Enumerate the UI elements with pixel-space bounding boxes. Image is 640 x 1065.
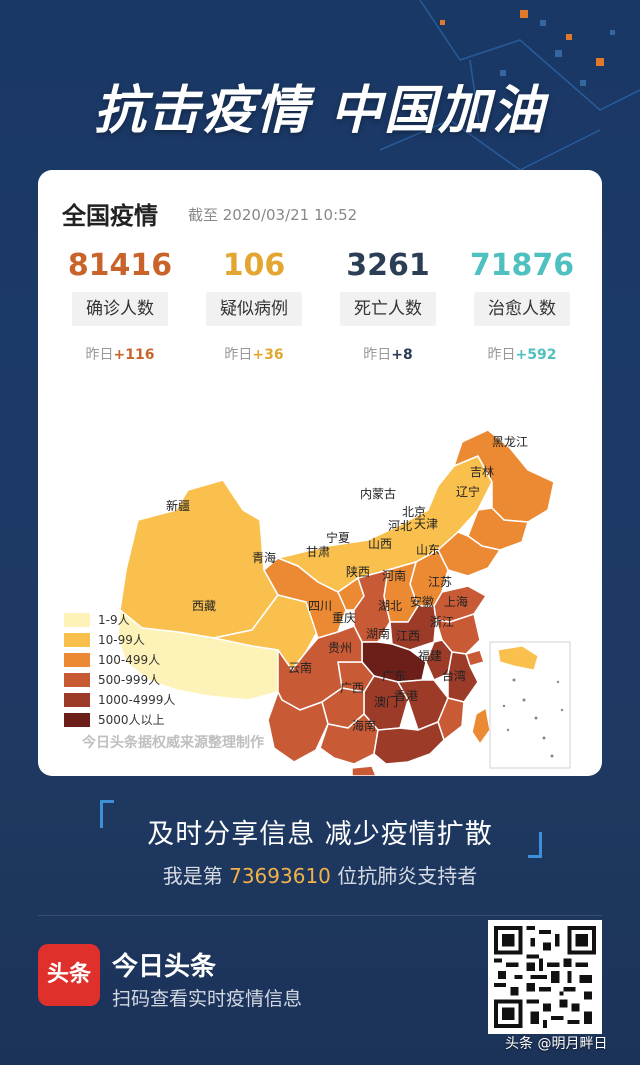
stat-suspected: 106 疑似病例 昨日+36: [194, 248, 314, 364]
delta-value: +592: [515, 347, 557, 363]
label-jilin: 吉林: [470, 465, 494, 479]
label-guangxi: 广西: [340, 681, 364, 695]
stat-confirmed: 81416 确诊人数 昨日+116: [60, 248, 180, 364]
stat-label: 治愈人数: [474, 292, 570, 326]
label-shandong: 山东: [416, 543, 440, 557]
delta-value: +36: [252, 347, 284, 363]
legend-item: 500-999人: [64, 670, 175, 690]
label-taiwan: 台湾: [442, 668, 466, 683]
south-china-sea-inset: [489, 641, 571, 769]
legend-swatch: [64, 693, 90, 707]
label-xizang: 西藏: [192, 599, 216, 613]
stat-value: 71876: [469, 248, 575, 283]
label-zhejiang: 浙江: [430, 615, 454, 629]
qr-code[interactable]: [488, 920, 602, 1034]
label-heilongjiang: 黑龙江: [492, 435, 528, 449]
label-tianjin: 天津: [414, 517, 438, 531]
slogan: 及时分享信息 减少疫情扩散: [147, 819, 493, 850]
supporter-line: 我是第 73693610 位抗肺炎支持者: [162, 864, 478, 888]
stat-label: 疑似病例: [206, 292, 302, 326]
legend-item: 1-9人: [64, 610, 175, 630]
bracket-right-decoration: [528, 832, 542, 858]
stat-label: 确诊人数: [72, 292, 168, 326]
stats-row: 81416 确诊人数 昨日+116 106 疑似病例 昨日+36 3261 死亡…: [38, 248, 602, 368]
label-anhui: 安徽: [410, 594, 434, 609]
stat-delta: 昨日+116: [85, 347, 155, 363]
legend-swatch: [64, 653, 90, 667]
card-timestamp: 截至 2020/03/21 10:52: [188, 206, 358, 224]
label-beijing: 北京: [402, 505, 426, 519]
legend-item: 100-499人: [64, 650, 175, 670]
legend-item: 10-99人: [64, 630, 175, 650]
region-taiwan: [471, 707, 491, 745]
label-neimenggu: 内蒙古: [360, 486, 396, 501]
region-liaoning: [437, 531, 501, 577]
data-source-note: 今日头条据权威来源整理制作: [82, 735, 264, 751]
label-jiangxi: 江西: [396, 629, 420, 643]
stat-delta: 昨日+592: [487, 347, 557, 363]
supporter-number: 73693610: [229, 864, 331, 888]
map-legend: 1-9人 10-99人 100-499人 500-999人 1000-4999人…: [64, 610, 175, 730]
label-guangdong: 广东: [382, 669, 406, 683]
label-xinjiang: 新疆: [166, 498, 190, 513]
toutiao-logo: 头条: [38, 944, 100, 1006]
legend-swatch: [64, 613, 90, 627]
region-qinghai: [213, 594, 319, 671]
region-guangdong: [373, 721, 445, 765]
label-hainan: 海南: [352, 718, 376, 733]
card-title: 全国疫情: [62, 202, 158, 230]
legend-item: 5000人以上: [64, 710, 175, 730]
china-epidemic-map: 新疆 西藏 青海 甘肃 内蒙古 黑龙江 吉林 辽宁 北京 天津 河北 山西 宁夏…: [117, 429, 571, 776]
epidemic-card: 全国疫情 截至 2020/03/21 10:52 81416 确诊人数 昨日+1…: [38, 170, 602, 776]
region-yunnan: [267, 691, 329, 763]
divider: [38, 915, 602, 916]
label-shanxi: 山西: [368, 537, 392, 551]
stat-deaths: 3261 死亡人数 昨日+8: [328, 248, 448, 364]
watermark: 头条 @明月畔日: [505, 1036, 608, 1052]
label-chongqing: 重庆: [332, 611, 356, 625]
legend-swatch: [64, 633, 90, 647]
legend-swatch: [64, 673, 90, 687]
region-hainan: [351, 765, 377, 776]
headline: 抗击疫情 中国加油: [93, 81, 547, 141]
delta-value: +116: [113, 347, 155, 363]
label-hunan: 湖南: [366, 626, 390, 641]
region-heilongjiang: [453, 429, 555, 523]
label-sichuan: 四川: [308, 599, 332, 613]
stat-recovered: 71876 治愈人数 昨日+592: [462, 248, 582, 364]
label-guizhou: 贵州: [328, 641, 352, 655]
label-qinghai: 青海: [252, 550, 276, 565]
legend-item: 1000-4999人: [64, 690, 175, 710]
delta-value: +8: [391, 347, 413, 363]
bracket-left-decoration: [100, 800, 114, 828]
stat-delta: 昨日+36: [224, 347, 284, 363]
stat-value: 81416: [67, 248, 173, 283]
label-ningxia: 宁夏: [326, 530, 350, 545]
stat-delta: 昨日+8: [363, 347, 413, 363]
stat-label: 死亡人数: [340, 292, 436, 326]
header-tech-decoration: [379, 0, 640, 171]
label-fujian: 福建: [418, 648, 442, 663]
qr-code-icon: [494, 926, 596, 1028]
label-shanghai: 上海: [444, 594, 468, 609]
label-yunnan: 云南: [288, 660, 312, 675]
label-henan: 河南: [382, 568, 406, 583]
label-hubei: 湖北: [378, 598, 402, 613]
app-name: 今日头条: [112, 952, 217, 982]
label-xianggang: 香港: [394, 689, 418, 703]
label-jiangsu: 江苏: [428, 575, 452, 589]
label-shaanxi: 陕西: [346, 564, 370, 579]
app-subtitle: 扫码查看实时疫情信息: [112, 988, 303, 1010]
stat-value: 3261: [346, 248, 430, 283]
label-hebei: 河北: [388, 519, 412, 533]
label-aomen: 澳门: [374, 694, 398, 709]
label-liaoning: 辽宁: [456, 484, 480, 499]
legend-swatch: [64, 713, 90, 727]
label-gansu: 甘肃: [306, 545, 330, 559]
stat-value: 106: [222, 248, 286, 283]
